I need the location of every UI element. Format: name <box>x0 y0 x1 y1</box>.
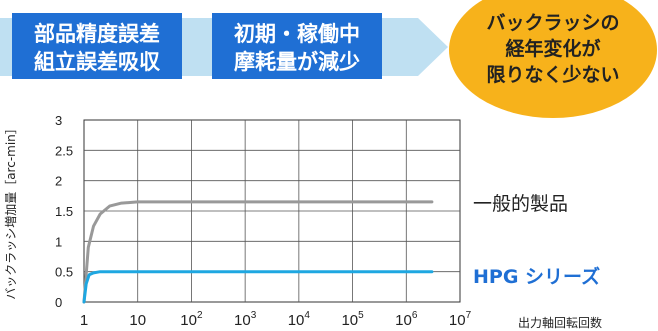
x-tick-label: 102 <box>180 310 203 329</box>
result-badge <box>449 0 657 118</box>
step2-line2: 摩耗量が減少 <box>234 50 360 74</box>
y-tick-label: 2 <box>55 174 62 189</box>
y-tick-label: 0.5 <box>55 265 73 280</box>
step1-line1: 部品精度誤差 <box>34 22 160 46</box>
x-tick-label: 103 <box>234 310 257 329</box>
x-tick-label: 107 <box>449 310 472 329</box>
y-tick-label: 3 <box>55 113 62 128</box>
series-label-general: 一般的製品 <box>473 193 568 215</box>
step2-line1: 初期・稼働中 <box>234 22 360 46</box>
result-line3: 限りなく少ない <box>486 64 619 86</box>
step1-line2: 組立誤差吸収 <box>34 50 161 74</box>
x-tick-label: 10 <box>129 312 146 329</box>
y-axis-label: バックラッシ増加量［arc-min］ <box>4 122 18 300</box>
step2-box <box>212 13 382 79</box>
series-layer <box>82 200 434 304</box>
series-line-hpg <box>82 270 434 304</box>
y-tick-label: 2.5 <box>55 143 73 158</box>
x-tick-label: 106 <box>395 310 418 329</box>
y-tick-label: 1.5 <box>55 204 73 219</box>
x-tick-label: 104 <box>288 310 311 329</box>
step1-box <box>12 13 182 79</box>
x-tick-label: 105 <box>341 310 364 329</box>
result-line1: バックラッシの <box>486 12 619 34</box>
series-line-general <box>82 200 434 304</box>
y-tick-labels: 0 0.5 1 1.5 2 2.5 3 <box>55 113 73 310</box>
series-label-hpg: HPG シリーズ <box>473 265 600 288</box>
x-tick-labels: 1 10 102 103 104 105 106 107 <box>80 310 472 329</box>
x-axis-label: 出力軸回転回数 <box>518 315 602 330</box>
y-tick-label: 0 <box>55 295 62 310</box>
result-line2: 経年変化が <box>505 37 600 60</box>
x-tick-label: 1 <box>80 312 88 329</box>
y-tick-label: 1 <box>55 234 62 249</box>
